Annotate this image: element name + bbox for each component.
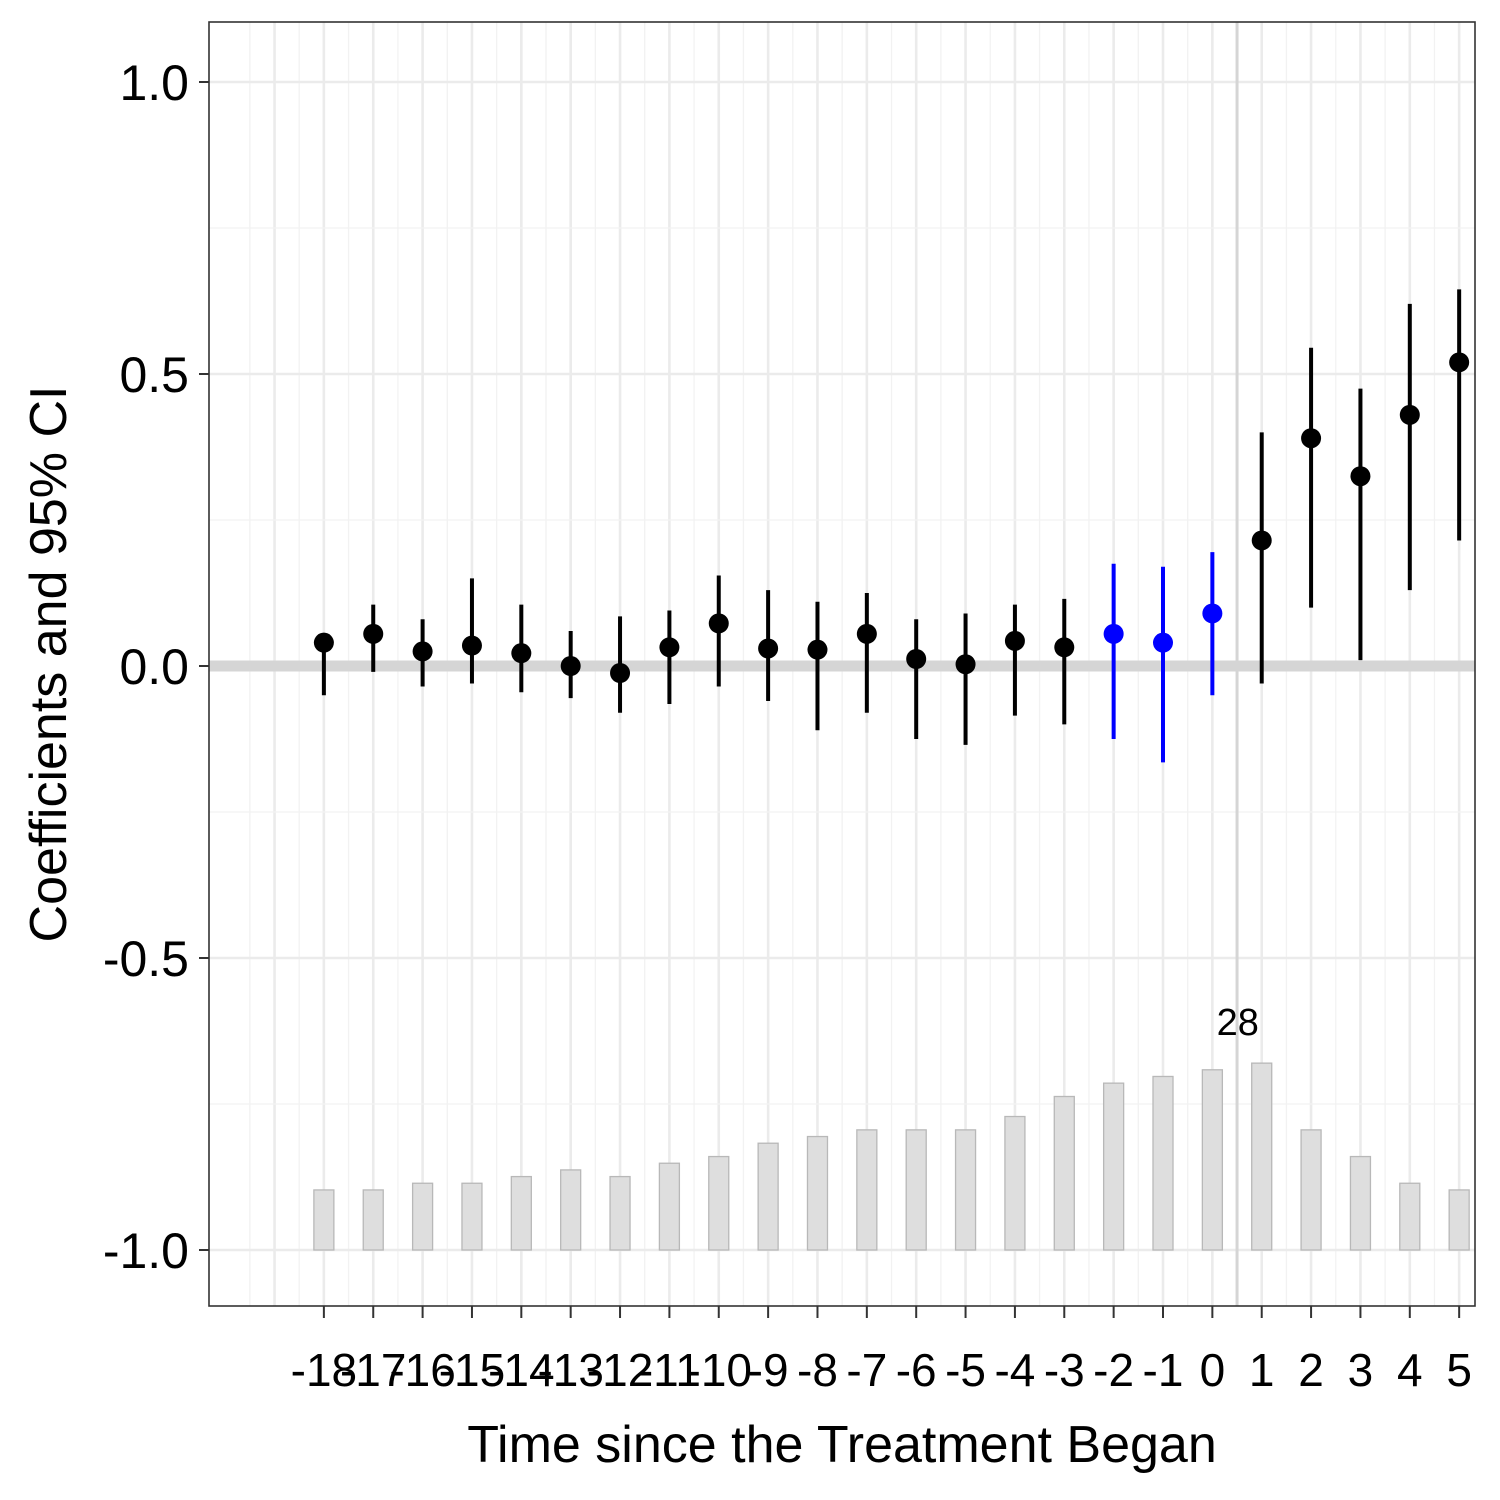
coefficient-points <box>313 289 1470 763</box>
x-tick-label: -1 <box>1143 1344 1184 1396</box>
x-tick-label: -10 <box>686 1344 752 1396</box>
count-bars <box>313 1062 1470 1251</box>
coefficient-point <box>560 656 581 676</box>
x-tick-label: -6 <box>896 1344 937 1396</box>
x-tick-label: 2 <box>1298 1344 1324 1396</box>
x-tick-label: -5 <box>945 1344 986 1396</box>
x-tick-label: -7 <box>846 1344 887 1396</box>
x-tick-label: 5 <box>1446 1344 1472 1396</box>
coefficient-point <box>708 613 729 634</box>
x-tick-label: 4 <box>1397 1344 1423 1396</box>
count-bar <box>1152 1075 1174 1251</box>
coefficient-point <box>363 623 384 644</box>
x-axis-title: Time since the Treatment Began <box>467 1416 1217 1474</box>
y-tick-label: 1.0 <box>119 55 189 111</box>
count-bar <box>1251 1062 1273 1251</box>
coefficient-point <box>313 632 334 653</box>
x-tick-label: 3 <box>1348 1344 1374 1396</box>
coefficient-point <box>1054 637 1075 658</box>
count-bar <box>708 1155 730 1251</box>
x-tick-label: -9 <box>748 1344 789 1396</box>
axes: 1.00.50.0-0.5-1.0-18-17-16-15-14-13-12-1… <box>103 55 1472 1396</box>
y-axis-title: Coefficients and 95% CI <box>20 386 78 943</box>
x-tick-label: -17 <box>340 1344 406 1396</box>
count-bar <box>1300 1129 1322 1251</box>
max-bar-label: 28 <box>1217 1002 1259 1044</box>
count-bar <box>560 1169 582 1251</box>
y-tick-label: -1.0 <box>103 1223 189 1279</box>
count-bar <box>1399 1182 1421 1251</box>
count-bar <box>1004 1115 1026 1251</box>
x-tick-label: -14 <box>488 1344 554 1396</box>
count-bar <box>1053 1095 1075 1251</box>
count-bar <box>362 1189 384 1251</box>
coefficient-point <box>1202 603 1223 624</box>
count-bar <box>658 1162 681 1251</box>
count-bar <box>510 1175 532 1251</box>
count-bar <box>1448 1189 1470 1251</box>
count-bar <box>609 1175 631 1251</box>
x-tick-label: -8 <box>797 1344 838 1396</box>
reference-lines <box>209 22 1475 1306</box>
y-tick-label: -0.5 <box>103 931 189 987</box>
coefficient-point <box>758 638 779 659</box>
count-bar <box>905 1129 927 1251</box>
count-bar <box>1102 1082 1125 1251</box>
count-bar <box>856 1129 878 1251</box>
coefficient-point <box>856 623 877 644</box>
x-tick-label: -16 <box>389 1344 455 1396</box>
coefficient-point <box>1301 428 1322 449</box>
y-tick-label: 0.5 <box>119 347 189 403</box>
coefficient-point <box>610 663 631 684</box>
coefficient-point <box>1399 404 1420 425</box>
coefficient-point <box>1350 466 1371 487</box>
y-tick-label: 0.0 <box>119 639 189 695</box>
x-tick-label: -2 <box>1093 1344 1134 1396</box>
x-tick-label: -3 <box>1044 1344 1085 1396</box>
x-tick-label: -11 <box>638 1344 701 1396</box>
count-bar <box>1349 1155 1372 1251</box>
x-tick-label: -13 <box>537 1344 603 1396</box>
plot-border <box>208 21 1476 1307</box>
x-tick-label: -18 <box>291 1344 357 1396</box>
coefficient-point <box>1103 623 1124 644</box>
x-tick-label: 1 <box>1249 1344 1275 1396</box>
coefficient-point <box>1004 630 1025 651</box>
coefficient-point <box>955 654 976 675</box>
count-bar <box>954 1129 977 1251</box>
coefficient-point <box>511 643 532 664</box>
count-bar <box>806 1135 829 1251</box>
coefficient-point <box>461 635 482 656</box>
count-bar <box>461 1182 483 1251</box>
x-tick-label: 0 <box>1200 1344 1226 1396</box>
coefficient-point <box>1153 632 1173 653</box>
coefficient-point <box>1449 352 1470 373</box>
coefficient-point <box>807 639 828 660</box>
count-bar <box>411 1182 434 1251</box>
coefficient-point <box>659 637 680 658</box>
x-tick-label: -15 <box>439 1344 505 1396</box>
coefficient-point <box>412 641 433 662</box>
count-bar <box>313 1189 335 1251</box>
coefficient-point <box>1251 530 1272 551</box>
count-bar <box>757 1142 779 1251</box>
x-tick-label: -4 <box>994 1344 1035 1396</box>
count-bar <box>1201 1069 1224 1251</box>
x-tick-label: -12 <box>587 1344 653 1396</box>
coefficient-point <box>906 648 927 669</box>
